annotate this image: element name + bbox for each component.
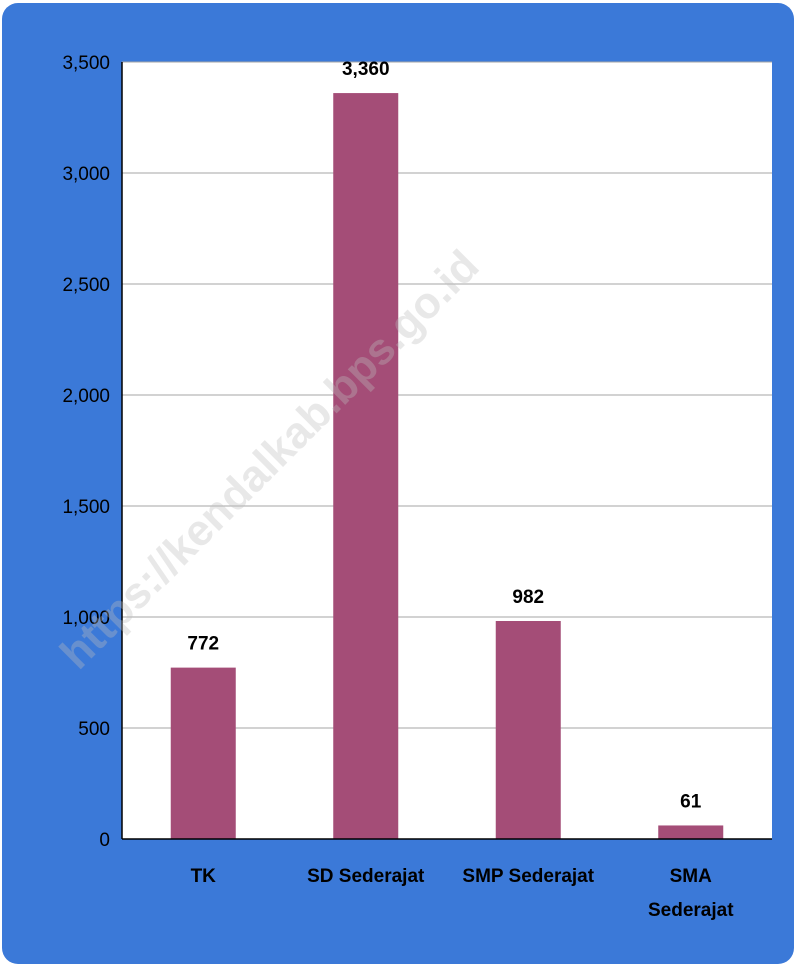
y-tick-label: 3,500	[62, 53, 110, 74]
y-tick-label: 3,000	[62, 164, 110, 185]
y-tick-label: 0	[99, 830, 110, 851]
bar	[495, 620, 561, 839]
data-label: 772	[187, 634, 219, 655]
y-tick-label: 1,000	[62, 608, 110, 629]
y-tick-label: 1,500	[62, 497, 110, 518]
category-label: TK	[191, 866, 217, 887]
category-label: SMP Sederajat	[462, 866, 594, 887]
category-label: SMA	[670, 866, 713, 887]
category-label: SD Sederajat	[307, 866, 425, 887]
gridlines	[122, 61, 772, 729]
bars	[170, 93, 724, 839]
bar	[333, 93, 399, 839]
axes	[121, 62, 772, 840]
data-label: 3,360	[342, 59, 390, 80]
watermark-text: https://kendalkab.bps.go.id	[51, 241, 488, 678]
category-label: Sederajat	[648, 900, 734, 921]
y-tick-label: 2,500	[62, 275, 110, 296]
data-label: 982	[512, 587, 544, 608]
labels: 0 500 1,000 1,500 2,000 2,500 3,000 3,500 772 TK 3…	[62, 53, 734, 921]
y-tick-label: 500	[78, 719, 110, 740]
bar	[658, 825, 724, 839]
bar	[170, 667, 236, 839]
watermark: https://kendalkab.bps.go.id	[51, 241, 488, 678]
y-tick-label: 2,000	[62, 386, 110, 407]
data-label: 61	[680, 791, 702, 812]
